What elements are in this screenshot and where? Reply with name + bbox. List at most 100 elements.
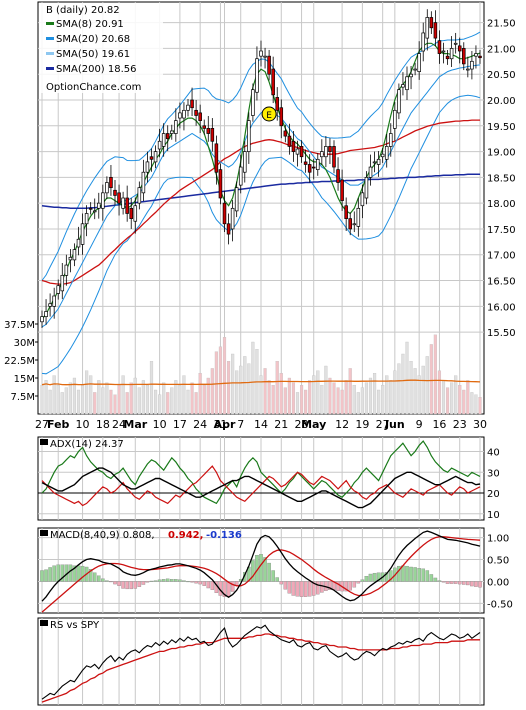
candle-body	[332, 146, 336, 168]
macd-histogram-bar	[133, 581, 138, 589]
macd-histogram-bar	[360, 579, 365, 582]
candle-body	[336, 169, 340, 183]
macd-histogram-bar	[413, 567, 417, 582]
candle-body	[218, 169, 223, 199]
candle-body	[230, 207, 235, 230]
macd-histogram-bar	[259, 554, 263, 582]
volume-bar	[214, 351, 218, 415]
volume-bar	[117, 385, 121, 415]
volume-bar	[409, 361, 413, 415]
volume-bar	[401, 353, 405, 415]
macd-histogram-bar	[364, 576, 369, 582]
volume-bar	[425, 356, 429, 415]
macd-histogram-bar	[141, 581, 146, 585]
macd-histogram-bar	[109, 581, 113, 583]
candle-body	[101, 192, 105, 209]
macd-histogram-bar	[409, 566, 413, 582]
candle-body	[170, 130, 174, 134]
volume-bar	[64, 387, 68, 415]
macd-histogram-bar	[421, 568, 425, 582]
candle-body	[88, 207, 93, 210]
macd-histogram-bar	[441, 581, 446, 583]
volume-bar	[202, 385, 206, 415]
macd-histogram-bar	[56, 564, 60, 582]
macd-histogram-bar	[44, 569, 48, 582]
indicator-title-swatch	[40, 620, 48, 626]
macd-histogram-bar	[287, 581, 292, 594]
volume-bar	[372, 373, 377, 415]
x-axis-label: May	[301, 418, 326, 431]
price-tick-label: 18.50	[487, 173, 516, 184]
macd-histogram-bar	[279, 581, 284, 585]
macd-histogram-bar	[92, 572, 97, 582]
volume-tick-label: 30M	[14, 338, 35, 349]
volume-bar	[316, 370, 320, 415]
volume-bar	[243, 356, 247, 415]
volume-bar	[397, 363, 401, 415]
candle-body	[255, 58, 259, 93]
volume-bar	[279, 373, 283, 415]
minus-di-line	[41, 465, 481, 507]
indicator-tick-label: 30	[487, 468, 500, 479]
volume-bar	[368, 377, 373, 415]
volume-bar	[105, 382, 109, 415]
indicator-tick-label: -0.50	[487, 599, 513, 610]
volume-bar	[231, 353, 235, 415]
volume-bar	[129, 382, 133, 415]
x-axis-label: 10	[76, 418, 90, 431]
macd-histogram-bar	[178, 579, 182, 582]
price-tick-label: 17.00	[487, 251, 516, 262]
volume-bar	[174, 380, 178, 415]
volume-bar	[125, 392, 129, 415]
candle-body	[466, 68, 470, 71]
volume-bar	[56, 385, 60, 415]
x-axis-label: 16	[432, 418, 446, 431]
candle-body	[202, 125, 206, 129]
volume-bar	[251, 341, 255, 415]
macd-histogram-bar	[157, 579, 162, 582]
volume-bar	[190, 382, 194, 415]
candle-body	[474, 53, 478, 57]
volume-bar	[206, 377, 210, 415]
candle-body	[60, 275, 65, 292]
candle-body	[299, 146, 304, 158]
x-axis-label: 31	[213, 418, 227, 431]
macd-histogram-bar	[405, 565, 409, 582]
legend-label: SMA(50) 19.61	[56, 49, 130, 60]
candle-body	[194, 109, 198, 116]
indicator-tick-label: 0.50	[487, 556, 509, 567]
rs-average-line	[41, 633, 480, 703]
candle-body	[251, 89, 255, 116]
macd-histogram-bar	[466, 581, 470, 586]
candle-body	[174, 120, 178, 134]
volume-bar	[194, 392, 198, 415]
macd-histogram-bar	[263, 557, 267, 582]
candle-body	[368, 166, 373, 178]
volume-bar	[336, 387, 340, 415]
volume-bar	[267, 380, 271, 415]
candle-body	[457, 45, 462, 52]
volume-bar	[470, 392, 474, 415]
candle-body	[64, 264, 69, 276]
candle-body	[433, 22, 438, 39]
macd-histogram-bar	[303, 581, 308, 597]
volume-bar	[263, 368, 267, 415]
macd-histogram-bar	[307, 581, 312, 597]
candle-body	[389, 133, 393, 147]
candle-body	[109, 177, 113, 189]
candle-body	[470, 60, 474, 70]
price-tick-label: 18.00	[487, 199, 516, 210]
candle-body	[267, 55, 271, 75]
volume-bar	[271, 385, 275, 415]
x-axis-label: 27	[35, 418, 49, 431]
volume-bar	[417, 375, 421, 415]
volume-bar	[458, 385, 462, 415]
x-axis-label: Feb	[47, 418, 70, 431]
macd-histogram-bar	[121, 581, 125, 589]
macd-histogram-bar	[283, 581, 288, 590]
candle-body	[238, 166, 243, 186]
macd-histogram-bar	[230, 581, 235, 592]
volume-bar	[145, 385, 150, 415]
candle-body	[453, 42, 458, 45]
candle-body	[283, 130, 288, 137]
